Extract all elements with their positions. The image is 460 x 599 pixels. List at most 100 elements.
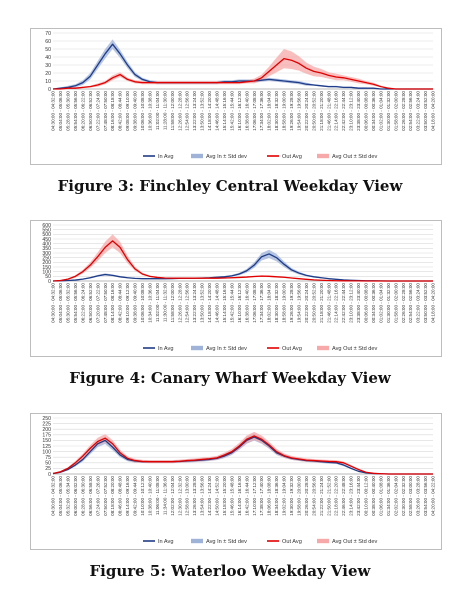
- x-tick-label: 21:18:00 - 21:20:00: [319, 283, 324, 323]
- x-tick-label: 12:26:00 - 12:28:00: [177, 91, 182, 131]
- x-tick-label: 14:22:00 - 14:24:00: [207, 476, 212, 516]
- x-tick-label: 10:06:00 - 10:08:00: [140, 283, 145, 323]
- y-tick-label: 50: [45, 47, 51, 53]
- x-tick-label: 19:58:00 - 20:00:00: [296, 476, 301, 516]
- x-tick-label: 18:06:00 - 18:08:00: [267, 476, 272, 516]
- x-tick-label: 06:50:00 - 06:52:00: [88, 283, 93, 323]
- y-tick-label: 200: [42, 260, 51, 266]
- y-tick-label: 30: [45, 63, 51, 69]
- x-tick-label: 22:14:00 - 22:16:00: [334, 91, 339, 131]
- x-tick-label: 23:14:00 - 23:16:00: [349, 476, 354, 516]
- x-tick-label: 22:18:00 - 22:20:00: [334, 476, 339, 516]
- x-tick-label: 01:30:00 - 01:32:00: [386, 283, 391, 323]
- figure-caption-finchley: Figure 3: Finchley Central Weekday View: [57, 177, 403, 195]
- x-tick-label: 12:30:00 - 12:32:00: [177, 476, 182, 516]
- x-tick-label: 05:28:00 - 05:30:00: [66, 91, 71, 131]
- x-tick-label: 09:42:00 - 09:44:00: [133, 476, 138, 516]
- x-tick-label: 04:18:00 - 04:20:00: [431, 91, 436, 131]
- x-tick-label: 21:46:00 - 21:48:00: [326, 91, 331, 131]
- x-tick-label: 02:26:00 - 02:28:00: [401, 91, 406, 131]
- x-tick-label: 23:38:00 - 23:40:00: [356, 283, 361, 323]
- x-tick-label: 03:22:00 - 03:24:00: [416, 283, 421, 323]
- x-tick-label: 18:02:00 - 18:04:00: [267, 283, 272, 323]
- chart-panel-finchley: 0 10 20 30 40 50 60 70 04:30:00 - 04:32:00 05:04:…: [30, 28, 442, 165]
- x-tick-label: 22:14:00 - 22:16:00: [334, 283, 339, 323]
- x-tick-label: 15:46:00 - 15:48:00: [229, 476, 234, 516]
- x-tick-label: 08:14:00 - 08:16:00: [110, 283, 115, 323]
- x-tick-label: 02:26:00 - 02:28:00: [401, 283, 406, 323]
- legend-label: Avg In ± Std dev: [206, 539, 247, 545]
- x-tick-label: 07:24:00 - 07:26:00: [95, 476, 100, 516]
- legend-label: Out Avg: [282, 346, 302, 352]
- x-tick-label: 10:38:00 - 10:40:00: [147, 476, 152, 516]
- x-tick-label: 04:18:00 - 04:20:00: [431, 283, 436, 323]
- x-tick-label: 00:06:00 - 00:08:00: [364, 91, 369, 131]
- x-tick-label: 10:06:00 - 10:08:00: [140, 91, 145, 131]
- figure-caption-canary-wharf: Figure 4: Canary Wharf Weekday View: [69, 369, 391, 387]
- y-tick-label: 70: [45, 31, 51, 37]
- x-tick-label: 17:06:00 - 17:08:00: [252, 283, 257, 323]
- legend-label: Avg Out ± Std dev: [332, 154, 377, 160]
- x-tick-label: 08:18:00 - 08:20:00: [110, 476, 115, 516]
- y-tick-label: 10: [45, 79, 51, 85]
- x-tick-label: 11:06:00 - 11:08:00: [155, 476, 160, 516]
- x-tick-label: 16:38:00 - 16:40:00: [244, 283, 249, 323]
- x-tick-label: 01:06:00 - 01:08:00: [378, 476, 383, 516]
- x-tick-label: 05:30:00 - 05:32:00: [66, 283, 71, 323]
- x-tick-label: 23:10:00 - 23:12:00: [349, 91, 354, 131]
- legend-swatch: [191, 153, 203, 159]
- x-tick-label: 13:50:00 - 13:52:00: [200, 91, 205, 131]
- x-tick-label: 19:02:00 - 19:04:00: [282, 476, 287, 516]
- x-tick-label: 13:54:00 - 13:56:00: [200, 476, 205, 516]
- x-tick-label: 09:14:00 - 09:16:00: [125, 476, 130, 516]
- x-tick-label: 06:28:00 - 06:30:00: [80, 476, 85, 516]
- y-tick-label: 125: [42, 444, 51, 450]
- x-tick-label: 11:58:00 - 12:00:00: [170, 91, 175, 131]
- x-tick-label: 03:50:00 - 03:52:00: [423, 91, 428, 131]
- x-tick-label: 16:38:00 - 16:40:00: [244, 91, 249, 131]
- y-tick-label: 0: [48, 472, 51, 478]
- x-tick-label: 05:54:00 - 05:56:00: [73, 283, 78, 323]
- x-tick-label: 12:02:00 - 12:04:00: [170, 476, 175, 516]
- x-tick-label: 01:02:00 - 01:04:00: [378, 91, 383, 131]
- x-tick-label: 03:50:00 - 03:52:00: [423, 283, 428, 323]
- x-tick-label: 18:30:00 - 18:32:00: [274, 91, 279, 131]
- x-tick-label: 01:30:00 - 01:32:00: [386, 91, 391, 131]
- legend-label: Avg Out ± Std dev: [332, 539, 377, 545]
- legend-label: In Avg: [158, 154, 173, 160]
- x-tick-label: 00:34:00 - 00:36:00: [371, 283, 376, 323]
- x-tick-label: 14:18:00 - 14:20:00: [207, 283, 212, 323]
- y-tick-label: 450: [42, 237, 51, 243]
- x-tick-label: 18:02:00 - 18:04:00: [267, 91, 272, 131]
- series-band-out-std-dev: [53, 431, 433, 474]
- x-tick-label: 13:22:00 - 13:24:00: [192, 283, 197, 323]
- x-tick-label: 01:58:00 - 02:00:00: [393, 91, 398, 131]
- y-tick-label: 175: [42, 433, 51, 439]
- x-tick-label: 11:28:00 - 11:30:00: [162, 91, 167, 131]
- x-tick-label: 09:08:00 - 09:10:00: [125, 91, 130, 131]
- x-tick-label: 15:14:00 - 15:16:00: [222, 283, 227, 323]
- y-tick-label: 150: [42, 265, 51, 271]
- legend-swatch: [191, 538, 203, 544]
- x-tick-label: 16:10:00 - 16:12:00: [237, 91, 242, 131]
- x-tick-label: 18:34:00 - 18:36:00: [274, 476, 279, 516]
- x-tick-label: 01:02:00 - 01:04:00: [378, 283, 383, 323]
- y-tick-label: 100: [42, 449, 51, 455]
- x-tick-label: 15:14:00 - 15:16:00: [222, 91, 227, 131]
- x-tick-label: 20:50:00 - 20:52:00: [311, 283, 316, 323]
- x-tick-label: 06:56:00 - 06:58:00: [88, 476, 93, 516]
- x-tick-label: 09:38:00 - 09:40:00: [133, 91, 138, 131]
- x-tick-label: 05:54:00 - 05:56:00: [73, 91, 78, 131]
- x-tick-label: 07:50:00 - 07:52:00: [103, 476, 108, 516]
- series-band-out-std-dev: [53, 49, 433, 89]
- x-tick-label: 05:04:00 - 05:06:00: [58, 91, 63, 131]
- x-tick-label: 02:54:00 - 02:56:00: [408, 91, 413, 131]
- legend-swatch: [191, 345, 203, 351]
- x-tick-label: 09:38:00 - 09:40:00: [133, 283, 138, 323]
- y-tick-label: 200: [42, 427, 51, 433]
- x-tick-label: 05:04:00 - 05:06:00: [58, 476, 63, 516]
- x-tick-label: 11:58:00 - 12:00:00: [170, 283, 175, 323]
- x-tick-label: 10:36:00 - 10:38:00: [147, 91, 152, 131]
- series-line-out-avg: [52, 435, 433, 475]
